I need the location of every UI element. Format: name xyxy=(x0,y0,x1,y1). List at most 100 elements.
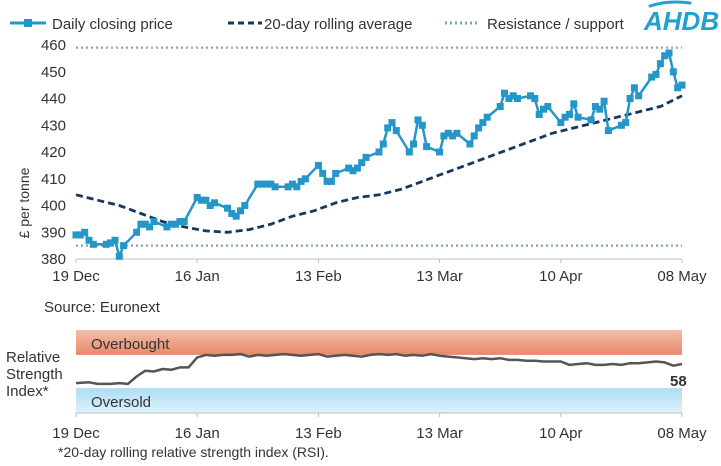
price-point xyxy=(228,210,236,217)
price-point xyxy=(284,183,292,191)
overbought-band xyxy=(76,330,682,355)
price-point xyxy=(384,124,392,132)
price-y-tick-label: 460 xyxy=(41,37,66,54)
oversold-label: Oversold xyxy=(91,394,151,411)
price-point xyxy=(531,95,539,102)
price-point xyxy=(475,124,483,132)
price-point xyxy=(535,111,543,118)
price-point xyxy=(557,119,565,127)
price-point xyxy=(561,113,569,121)
price-y-tick-label: 440 xyxy=(41,91,66,108)
price-point xyxy=(652,70,660,78)
rsi-line xyxy=(75,352,683,386)
closing-price-markers xyxy=(72,49,686,260)
price-point xyxy=(630,84,638,92)
price-point xyxy=(483,113,491,121)
price-point xyxy=(414,116,422,124)
rsi-x-ticks: 19 Dec 16 Jan 13 Feb 13 Mar 10 Apr 08 May xyxy=(52,413,707,442)
price-point xyxy=(206,202,214,209)
logo-swoosh-icon xyxy=(648,0,692,8)
price-point xyxy=(656,60,664,68)
price-point xyxy=(479,119,487,127)
price-point xyxy=(648,73,656,81)
price-point xyxy=(661,52,669,60)
price-point xyxy=(358,159,366,167)
price-point xyxy=(232,212,240,220)
price-point xyxy=(198,196,205,204)
price-y-tick-label: 430 xyxy=(41,117,66,134)
price-point xyxy=(626,95,634,102)
price-point xyxy=(379,140,387,148)
price-y-tick-label: 380 xyxy=(41,251,66,268)
rsi-x-tick-label: 08 May xyxy=(657,425,707,442)
rsi-axis-label: Relative Strength Index* xyxy=(6,349,67,400)
rsi-x-tick-label: 19 Dec xyxy=(52,425,100,442)
price-point xyxy=(496,103,504,110)
price-point xyxy=(353,164,361,172)
price-point xyxy=(115,252,123,260)
price-point xyxy=(102,240,110,248)
price-point xyxy=(665,49,673,57)
rsi-x-tick-label: 13 Feb xyxy=(295,425,342,442)
source-note: Source: Euronext xyxy=(44,299,161,316)
legend-item-average: 20-day rolling average xyxy=(228,16,412,33)
price-point xyxy=(172,220,180,228)
price-y-ticks: 380 390 400 410 420 430 440 450 460 xyxy=(41,37,66,268)
price-point xyxy=(258,180,266,188)
rsi-chart: Overbought Oversold Relative Strength In… xyxy=(6,330,707,442)
price-x-tick-label: 13 Mar xyxy=(416,268,463,285)
price-point xyxy=(514,95,521,102)
price-point xyxy=(89,240,97,248)
price-point xyxy=(669,68,677,76)
rsi-axis-label-line3: Index* xyxy=(6,383,49,400)
price-y-tick-label: 450 xyxy=(41,64,66,81)
price-point xyxy=(254,180,262,188)
price-point xyxy=(111,236,119,244)
price-y-tick-label: 390 xyxy=(41,224,66,241)
legend-resistance-label: Resistance / support xyxy=(487,16,625,33)
price-point xyxy=(678,81,686,89)
price-y-axis-label: £ per tonne xyxy=(16,167,32,238)
legend-price-marker xyxy=(24,19,32,27)
price-point xyxy=(392,127,400,135)
price-point xyxy=(436,148,444,156)
price-x-tick-label: 19 Dec xyxy=(52,268,100,285)
price-point xyxy=(544,103,552,110)
price-point xyxy=(180,218,188,226)
price-point xyxy=(176,218,184,226)
price-point xyxy=(622,119,630,127)
price-point xyxy=(288,180,296,188)
price-point xyxy=(202,196,210,204)
price-point xyxy=(120,242,128,250)
price-point xyxy=(423,143,431,151)
price-x-tick-label: 08 May xyxy=(657,268,707,285)
price-point xyxy=(193,194,201,201)
price-point xyxy=(107,239,115,247)
price-point xyxy=(224,204,231,212)
price-point xyxy=(241,202,249,209)
price-point xyxy=(167,220,175,228)
price-point xyxy=(301,175,309,183)
price-point xyxy=(591,103,599,110)
price-point xyxy=(587,116,595,124)
price-point xyxy=(635,92,643,100)
price-chart: £ per tonne 380390400410420430440450460 … xyxy=(16,37,707,285)
price-point xyxy=(349,167,357,175)
price-point xyxy=(133,228,141,236)
price-point xyxy=(574,113,582,121)
price-x-ticks: 19 Dec 16 Jan 13 Feb 13 Mar 10 Apr 08 May xyxy=(52,259,707,285)
price-point xyxy=(410,140,418,148)
rsi-x-tick-label: 16 Jan xyxy=(175,425,220,442)
legend-average-label: 20-day rolling average xyxy=(264,16,412,33)
price-point xyxy=(267,180,275,188)
price-x-tick-label: 16 Jan xyxy=(175,268,220,285)
price-y-tick-label: 400 xyxy=(41,198,66,215)
price-point xyxy=(674,84,682,92)
price-point xyxy=(570,100,578,108)
legend-item-price: Daily closing price xyxy=(10,16,173,33)
oversold-band xyxy=(76,388,682,413)
price-point xyxy=(604,127,612,135)
price-point xyxy=(566,111,573,118)
price-point xyxy=(76,231,84,239)
